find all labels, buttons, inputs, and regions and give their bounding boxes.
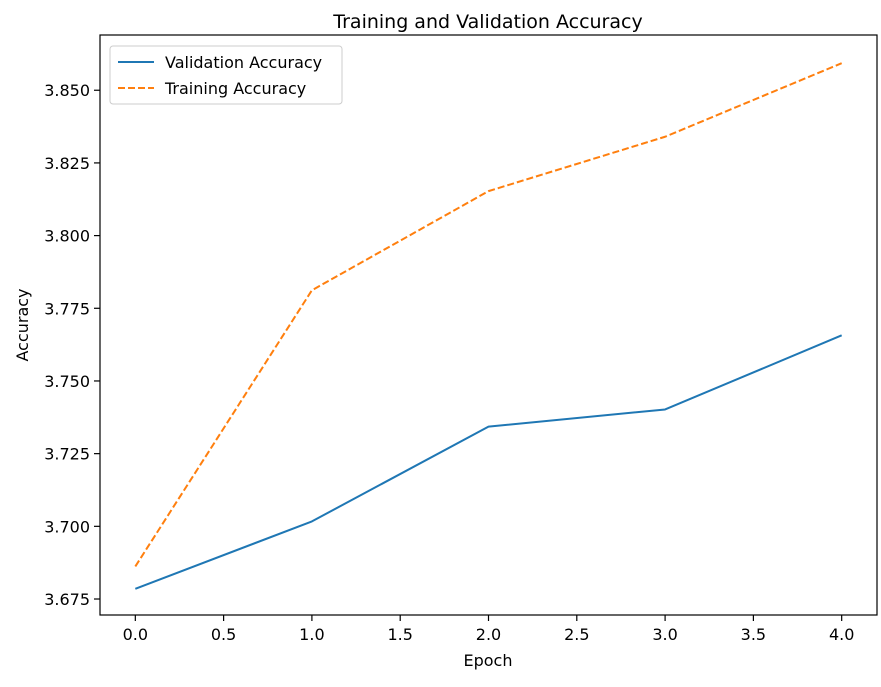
y-tick-label: 3.700 bbox=[44, 517, 90, 536]
x-tick-label: 0.5 bbox=[211, 625, 236, 644]
series-layer bbox=[134, 62, 843, 590]
x-tick-label: 3.5 bbox=[741, 625, 766, 644]
legend-label-validation-accuracy: Validation Accuracy bbox=[165, 53, 322, 72]
y-axis: 3.675 3.700 3.725 3.750 3.775 3.800 3.825 3.850 bbox=[44, 81, 100, 609]
legend-label-training-accuracy: Training Accuracy bbox=[164, 79, 306, 98]
x-tick-label: 0.0 bbox=[123, 625, 148, 644]
y-tick-label: 3.725 bbox=[44, 445, 90, 464]
x-tick-label: 1.0 bbox=[299, 625, 324, 644]
y-tick-label: 3.750 bbox=[44, 372, 90, 391]
y-tick-label: 3.800 bbox=[44, 227, 90, 246]
y-axis-label: Accuracy bbox=[13, 288, 32, 361]
x-axis-label: Epoch bbox=[464, 651, 513, 670]
x-tick-label: 2.5 bbox=[564, 625, 589, 644]
legend: Validation Accuracy Training Accuracy bbox=[109, 45, 343, 105]
series-line-training-accuracy bbox=[134, 62, 843, 567]
series-line-validation-accuracy bbox=[134, 334, 843, 590]
chart-title: Training and Validation Accuracy bbox=[332, 11, 642, 33]
x-axis: 0.0 0.5 1.0 1.5 2.0 2.5 3.0 3.5 4.0 bbox=[123, 615, 854, 644]
y-tick-label: 3.775 bbox=[44, 299, 90, 318]
x-tick-label: 3.0 bbox=[652, 625, 677, 644]
y-tick-label: 3.850 bbox=[44, 81, 90, 100]
y-tick-label: 3.675 bbox=[44, 590, 90, 609]
x-tick-label: 2.0 bbox=[476, 625, 501, 644]
axes-frame bbox=[99, 34, 878, 616]
x-tick-label: 4.0 bbox=[829, 625, 854, 644]
plot-area bbox=[99, 34, 878, 616]
x-tick-label: 1.5 bbox=[387, 625, 412, 644]
y-tick-label: 3.825 bbox=[44, 154, 90, 173]
legend-box bbox=[109, 45, 343, 105]
